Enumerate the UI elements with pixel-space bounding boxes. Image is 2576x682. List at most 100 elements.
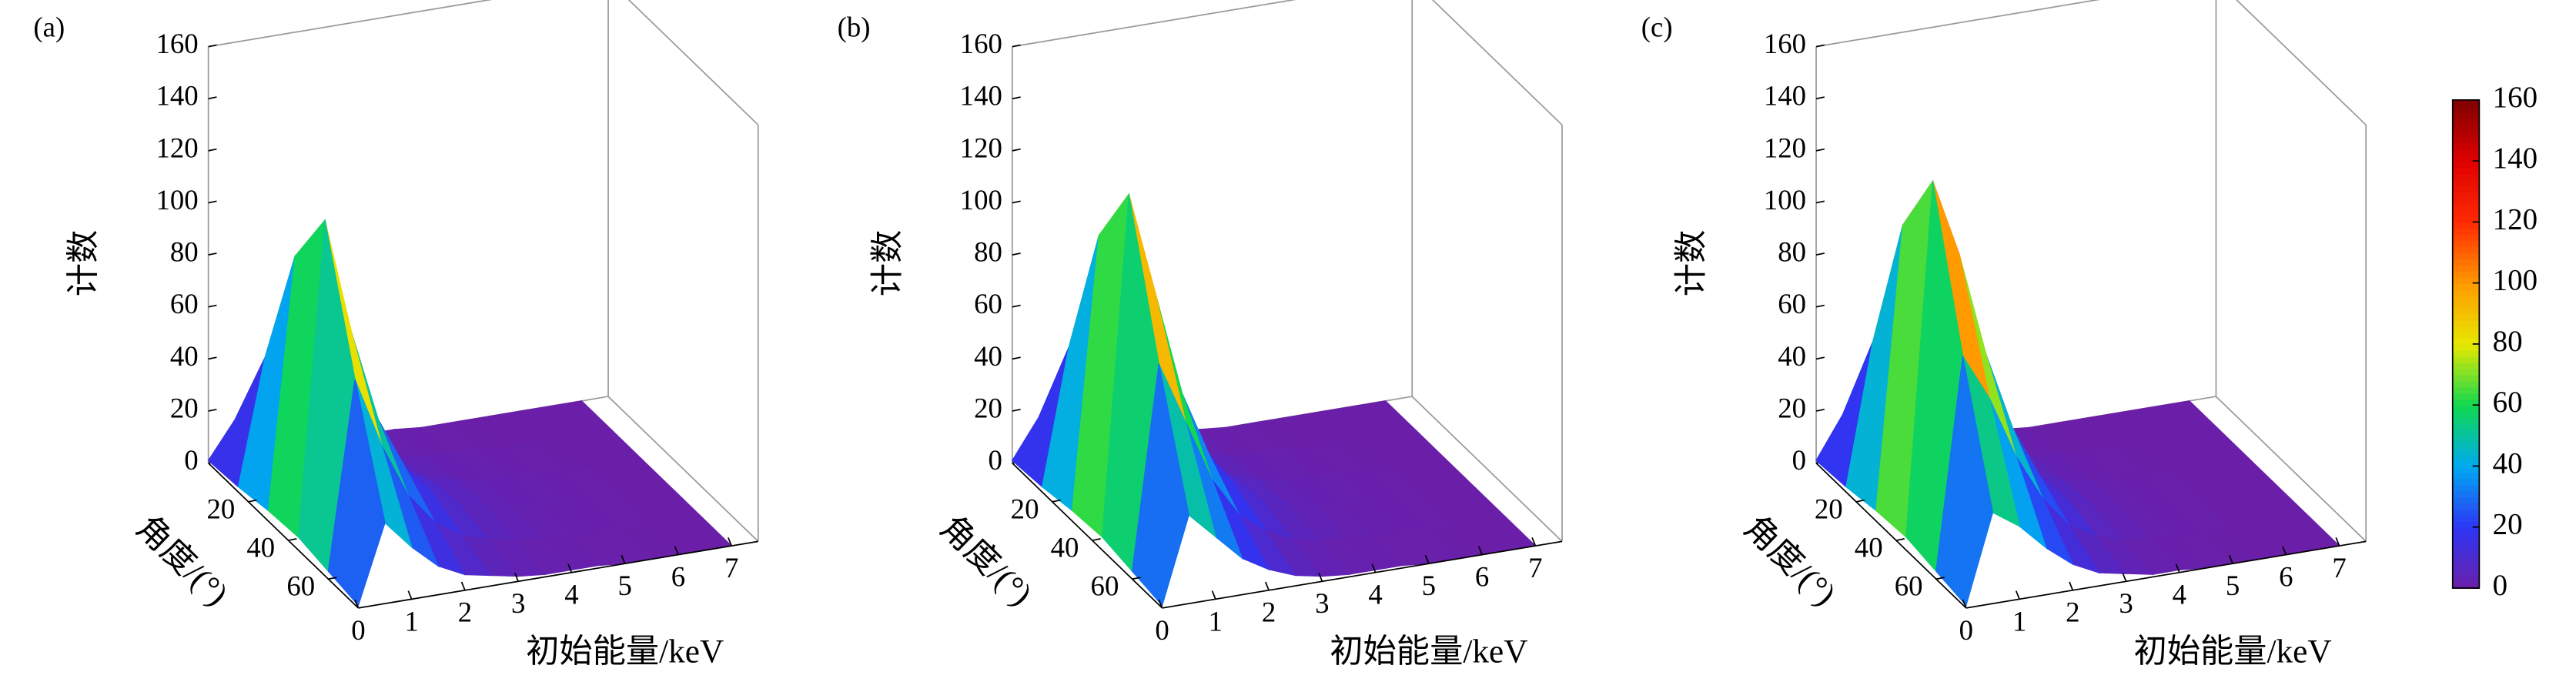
colorbar-cell: [2452, 478, 2480, 486]
x-tick: [354, 599, 360, 609]
z-tick-label: 80: [1778, 236, 1806, 268]
axis-line: [208, 463, 360, 609]
x-tick: [2069, 581, 2074, 591]
x-tick: [460, 581, 466, 591]
colorbar-cell: [2452, 496, 2480, 504]
x-tick: [728, 537, 732, 547]
colorbar-cell: [2452, 527, 2480, 534]
colorbar-cell: [2452, 258, 2480, 266]
z-axis-label: 计数: [1673, 230, 1710, 297]
colorbar-cell: [2452, 417, 2480, 425]
panel: 0 20 40 60 80 100 120 140 160 0 1 2 3 4 5 6 7 20 40 60 (c) 计数…: [1641, 0, 2367, 670]
z-tick: [1012, 408, 1021, 412]
z-tick-label: 80: [170, 236, 199, 268]
colorbar-cell: [2452, 460, 2480, 467]
colorbar-cell: [2452, 337, 2480, 345]
y-tick-label: 40: [1855, 531, 1883, 563]
x-tick-label: 7: [724, 552, 738, 583]
z-tick-label: 0: [988, 444, 1002, 476]
colorbar-cell: [2452, 484, 2480, 492]
colorbar-cell: [2452, 368, 2480, 376]
box-edge: [2236, 0, 2367, 125]
z-tick: [1012, 44, 1021, 48]
colorbar-cell: [2452, 240, 2480, 248]
z-tick: [208, 356, 217, 360]
box-edge: [208, 0, 493, 48]
z-tick: [1012, 148, 1021, 152]
z-tick: [1012, 356, 1021, 360]
colorbar-cell: [2452, 222, 2480, 229]
x-tick-label: 4: [1368, 579, 1382, 610]
colorbar-cell: [2452, 282, 2480, 290]
colorbar-cell: [2452, 326, 2480, 333]
z-tick: [1815, 304, 1825, 308]
colorbar-cell: [2452, 545, 2480, 553]
colorbar-cell: [2452, 289, 2480, 296]
x-tick: [2015, 590, 2020, 600]
axis-line: [358, 540, 758, 609]
x-tick-label: 6: [1475, 561, 1489, 593]
x-tick-label: 5: [1422, 570, 1436, 601]
colorbar-cell: [2452, 582, 2480, 590]
z-tick-label: 120: [1764, 132, 1806, 163]
x-tick: [1477, 546, 1483, 555]
colorbar-cell: [2452, 435, 2480, 443]
box-edge: [1431, 0, 1563, 125]
colorbar-cell: [2452, 356, 2480, 363]
z-tick: [1815, 148, 1825, 152]
z-tick-label: 100: [1764, 184, 1806, 216]
colorbar-tick-label: 160: [2493, 81, 2538, 114]
x-tick: [2228, 555, 2233, 564]
colorbar-cell: [2452, 179, 2480, 186]
colorbar-cell: [2452, 399, 2480, 406]
x-tick-label: 4: [2173, 579, 2186, 610]
x-tick: [2282, 546, 2287, 555]
colorbar-cell: [2452, 386, 2480, 394]
box-edge: [1012, 0, 1296, 48]
z-tick: [208, 44, 217, 48]
z-tick-label: 120: [156, 132, 198, 163]
colorbar-cell: [2452, 374, 2480, 382]
colorbar-cell: [2452, 307, 2480, 315]
colorbar-cell: [2452, 520, 2480, 528]
y-tick-label: 60: [1895, 570, 1923, 602]
panel-label: (a): [33, 11, 65, 42]
box-edge: [607, 396, 759, 542]
z-tick: [1815, 200, 1825, 204]
x-tick-label: 1: [404, 605, 418, 637]
colorbar-cell: [2452, 203, 2480, 211]
colorbar-cell: [2452, 332, 2480, 339]
colorbar-cell: [2452, 216, 2480, 223]
x-tick-label: 7: [2332, 552, 2346, 583]
colorbar-tick-label: 60: [2493, 386, 2523, 419]
panel-label: (c): [1641, 11, 1673, 42]
z-tick-label: 160: [156, 28, 198, 59]
x-tick-label: 5: [617, 570, 631, 601]
z-tick: [1815, 44, 1825, 48]
y-tick: [1855, 499, 1865, 503]
z-tick-label: 40: [1778, 340, 1806, 372]
z-tick-label: 40: [974, 340, 1002, 372]
colorbar-cell: [2452, 197, 2480, 205]
x-tick-label: 0: [351, 614, 365, 646]
y-tick: [328, 577, 337, 580]
z-tick-label: 60: [170, 288, 199, 319]
colorbar-cell: [2452, 502, 2480, 510]
z-tick-label: 120: [960, 132, 1002, 163]
colorbar-cell: [2452, 472, 2480, 480]
axis-line: [1815, 463, 1967, 609]
x-tick-label: 0: [1959, 614, 1973, 646]
x-tick: [514, 573, 519, 582]
x-tick-label: 2: [1262, 597, 1276, 628]
colorbar-cell: [2452, 563, 2480, 571]
x-tick: [1531, 537, 1537, 547]
colorbar-cell: [2452, 136, 2480, 144]
colorbar-cell: [2452, 576, 2480, 583]
colorbar-cell: [2452, 405, 2480, 413]
z-tick-label: 60: [974, 288, 1002, 319]
panel: 0 20 40 60 80 100 120 140 160 0 1 2 3 4 5 6 7 20 40 60 (b) 计数…: [838, 0, 1563, 670]
colorbar-cell: [2452, 234, 2480, 242]
x-tick-label: 5: [2226, 570, 2240, 601]
colorbar-cell: [2452, 246, 2480, 254]
